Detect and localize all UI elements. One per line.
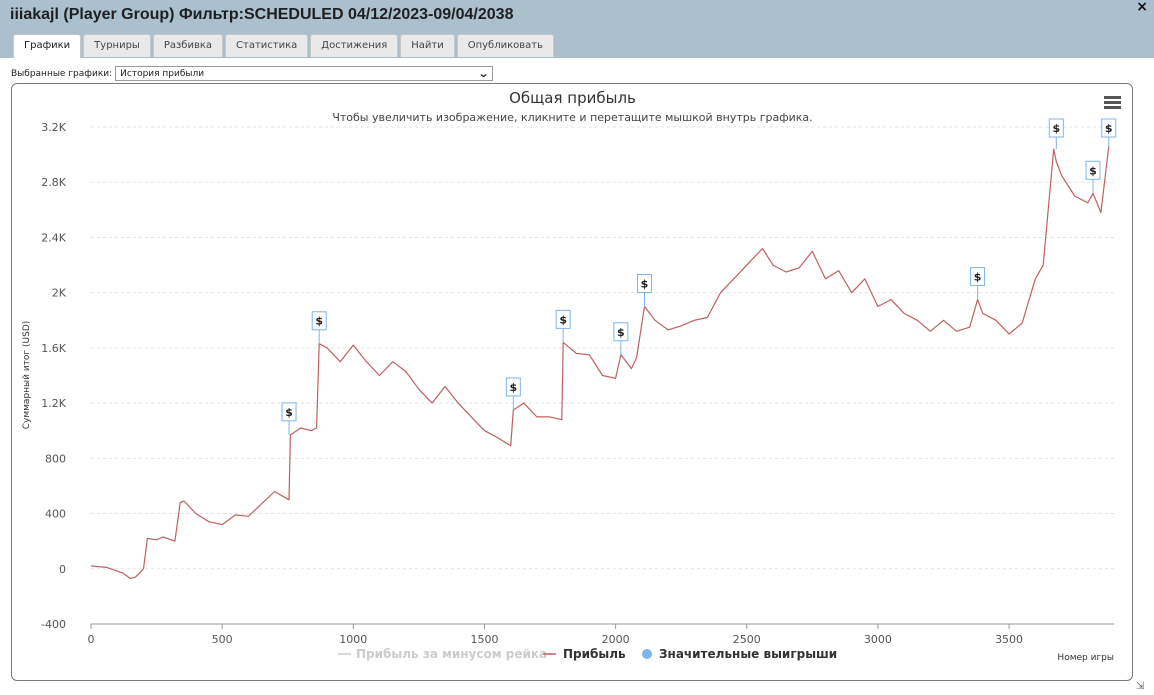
legend: Прибыль за минусом рейка Прибыль Значитель… (338, 647, 837, 661)
tab-publish[interactable]: Опубликовать (456, 34, 555, 57)
resize-grip-icon[interactable]: ⇲ (1136, 681, 1145, 692)
y-tick-label: 1.2K (41, 397, 66, 410)
x-tick-label: 0 (88, 633, 95, 646)
chart-subtitle: Чтобы увеличить изображение, кликните и … (332, 111, 813, 124)
y-tick-label: -400 (41, 618, 66, 631)
tab-breakdown[interactable]: Разбивка (152, 34, 224, 57)
y-axis-label: Суммарный итог (USD) (22, 321, 32, 430)
legend-item[interactable]: Прибыль за минусом рейка (338, 647, 547, 661)
big-win-label: $ (974, 271, 982, 284)
big-win-flag (1101, 118, 1117, 138)
legend-label: Прибыль (563, 647, 626, 661)
legend-label: Значительные выигрыши (659, 647, 837, 661)
chart-selector-row: Выбранные графики: История прибыли ⌄ (11, 66, 494, 81)
big-win-label: $ (1089, 164, 1097, 177)
big-wins-layer: $ $ $ $ $ $ $ $ $ $ (281, 118, 1117, 435)
x-tick-label: 2000 (602, 633, 630, 646)
tab-charts[interactable]: Графики (13, 34, 82, 58)
legend-item[interactable]: Значительные выигрыши (642, 647, 837, 661)
y-tick-label: 800 (45, 452, 66, 465)
legend-label: Прибыль за минусом рейка (356, 647, 547, 661)
big-win-flag (555, 309, 571, 329)
window-title-bar: iiiakajl (Player Group) Фильтр:SCHEDULED… (0, 0, 1154, 58)
big-win-label: $ (1052, 122, 1060, 135)
x-tick-label: 500 (212, 633, 233, 646)
chart-selector-dropdown[interactable]: История прибыли ⌄ (115, 66, 494, 81)
big-win-label: $ (285, 406, 293, 419)
y-tick-label: 3.2K (41, 121, 66, 134)
tab-bar: Графики Турниры Разбивка Статистика Дост… (13, 34, 556, 58)
big-win-flag (1085, 160, 1101, 180)
tab-find[interactable]: Найти (400, 34, 455, 57)
big-win-label: $ (617, 326, 625, 339)
tab-statistics[interactable]: Статистика (225, 34, 309, 57)
tab-achievements[interactable]: Достижения (310, 34, 399, 57)
hamburger-menu-icon[interactable] (1104, 96, 1121, 111)
y-tick-label: 2.8K (41, 176, 66, 189)
y-tick-label: 2.4K (41, 231, 66, 244)
close-icon[interactable]: × (1136, 0, 1148, 15)
big-win-label: $ (509, 381, 517, 394)
chart-title: Общая прибыль (509, 89, 636, 107)
chart-selector-label: Выбранные графики: (11, 68, 113, 79)
y-tick-label: 0 (59, 563, 66, 576)
chevron-down-icon: ⌄ (477, 67, 490, 80)
big-win-flag (613, 322, 629, 342)
big-win-flag (1048, 118, 1064, 138)
y-tick-label: 400 (45, 508, 66, 521)
x-tick-label: 3500 (995, 633, 1023, 646)
x-tick-label: 3000 (864, 633, 892, 646)
big-win-flag (636, 273, 652, 293)
series-layer (90, 146, 1110, 580)
chart-selector-value: История прибыли (120, 68, 205, 79)
big-win-flag (505, 377, 521, 397)
legend-item[interactable]: Прибыль (543, 647, 626, 661)
x-tick-label: 1500 (470, 633, 498, 646)
big-win-flag (970, 267, 986, 287)
y-tick-label: 1.6K (41, 342, 66, 355)
x-axis-label: Номер игры (1057, 653, 1114, 663)
big-win-flag (311, 311, 327, 331)
axes: -400 0 400 800 1.2K 1.6K 2K 2.4K 2.8K 3.2K 0 500 100… (41, 121, 1114, 646)
tab-tournaments[interactable]: Турниры (83, 34, 151, 57)
big-win-flag (281, 402, 297, 422)
big-win-label: $ (1105, 122, 1113, 135)
big-win-label: $ (641, 277, 649, 290)
big-win-label: $ (315, 315, 323, 328)
y-tick-label: 2K (52, 287, 67, 300)
x-tick-label: 2500 (733, 633, 761, 646)
legend-symbol (642, 649, 652, 659)
x-tick-label: 1000 (339, 633, 367, 646)
big-win-label: $ (559, 313, 567, 326)
window-title: iiiakajl (Player Group) Фильтр:SCHEDULED… (10, 6, 514, 23)
series-line-profit (90, 146, 1110, 580)
